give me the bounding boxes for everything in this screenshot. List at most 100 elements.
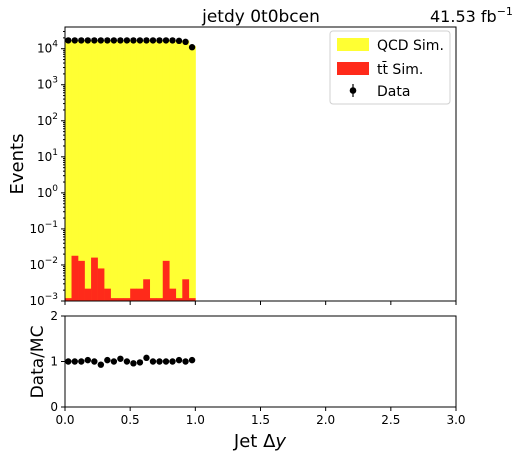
x-axis-label: Jet Δy [233,431,286,452]
main-y-label: Events [7,134,28,195]
ttbar-bar [163,261,170,301]
x-tick-label: 1.5 [251,413,270,427]
y-tick-label: 103 [37,76,58,92]
x-tick-label: 1.0 [186,413,205,427]
data-point [189,44,195,50]
data-point [85,37,91,43]
legend-label-qcd: QCD Sim. [377,38,444,54]
ratio-point [163,358,169,364]
ttbar-bar [182,279,189,301]
ratio-point [72,358,78,364]
ratio-y-tick-label: 2 [50,309,58,323]
y-tick-label: 10−3 [29,292,58,308]
y-tick-label: 104 [37,40,58,56]
ratio-data-points [65,355,195,368]
qcd-bar [137,40,144,301]
ratio-y-tick-label: 0 [50,400,58,414]
qcd-bar [143,40,150,301]
data-point [176,38,182,44]
ratio-point [150,358,156,364]
ratio-point [182,358,188,364]
ratio-point [124,358,130,364]
main-x-axis [65,301,456,305]
legend-label-data: Data [377,84,410,100]
data-point [182,39,188,45]
ratio-point [104,357,110,363]
luminosity-label: 41.53 fb−1 [430,5,513,26]
x-tick-label: 3.0 [446,413,465,427]
data-point [163,37,169,43]
ratio-panel: 0 1 2 0.0 0.5 1.0 1.5 2.0 2.5 3.0 Data/MC Jet Δy [28,309,466,452]
ratio-point [91,358,97,364]
ttbar-bar [143,279,150,301]
data-point [156,37,162,43]
ratio-point [117,356,123,362]
data-point [137,37,143,43]
ratio-point [169,358,175,364]
ttbar-bar [78,261,85,301]
x-tick-label: 2.5 [381,413,400,427]
y-tick-label: 10−1 [29,220,58,236]
qcd-bar [124,40,131,301]
qcd-bar [169,40,176,301]
data-point [104,37,110,43]
x-tick-label: 2.0 [316,413,335,427]
ratio-frame [65,316,456,407]
chart-title: jetdy 0t0bcen [201,7,320,27]
data-point [124,37,130,43]
ratio-y-axis: 0 1 2 [50,309,65,414]
ratio-point [130,360,136,366]
ttbar-bar [169,289,176,301]
data-point [130,37,136,43]
ratio-point [111,358,117,364]
ratio-point [98,361,104,367]
main-bars [65,40,196,301]
qcd-bar [189,46,196,301]
ttbar-bar [137,289,144,301]
legend-data-marker [350,87,357,94]
y-tick-label: 101 [37,148,58,164]
y-tick-label: 10−2 [29,256,58,272]
ratio-y-tick-label: 1 [50,355,58,369]
ttbar-bar [98,268,105,301]
ttbar-bar [72,256,79,301]
y-tick-label: 102 [37,112,58,128]
luminosity-value: 41.53 fb [430,7,497,26]
ratio-y-label: Data/MC [28,326,48,399]
data-point [91,37,97,43]
ttbar-bar [104,289,111,301]
y-tick-label: 100 [37,184,58,200]
data-point [117,37,123,43]
luminosity-exponent: −1 [497,5,513,18]
data-point [111,37,117,43]
qcd-bar [104,40,111,301]
data-point [78,37,84,43]
ratio-point [176,357,182,363]
ratio-point [85,357,91,363]
ttbar-bar [91,258,98,301]
ttbar-bar [130,289,137,301]
legend-label-ttbar: tt̄ Sim. [377,60,423,78]
qcd-bar [156,40,163,301]
data-point [150,37,156,43]
main-y-axis: 10−3 10−2 10−1 100 101 102 103 104 [29,32,65,308]
x-tick-label: 0.0 [55,413,74,427]
data-point [72,37,78,43]
ratio-point [78,358,84,364]
qcd-bar [150,40,157,301]
legend: QCD Sim. tt̄ Sim. Data [330,31,450,104]
qcd-bar [182,40,189,301]
qcd-bar [111,40,118,301]
qcd-bar [85,40,92,301]
data-point [143,37,149,43]
qcd-bar [176,40,183,301]
qcd-bar [130,40,137,301]
ratio-point [156,358,162,364]
x-tick-label: 0.5 [121,413,140,427]
ratio-point [143,355,149,361]
data-point [98,37,104,43]
qcd-bar [65,40,72,301]
ratio-point [65,358,71,364]
ratio-point [189,357,195,363]
